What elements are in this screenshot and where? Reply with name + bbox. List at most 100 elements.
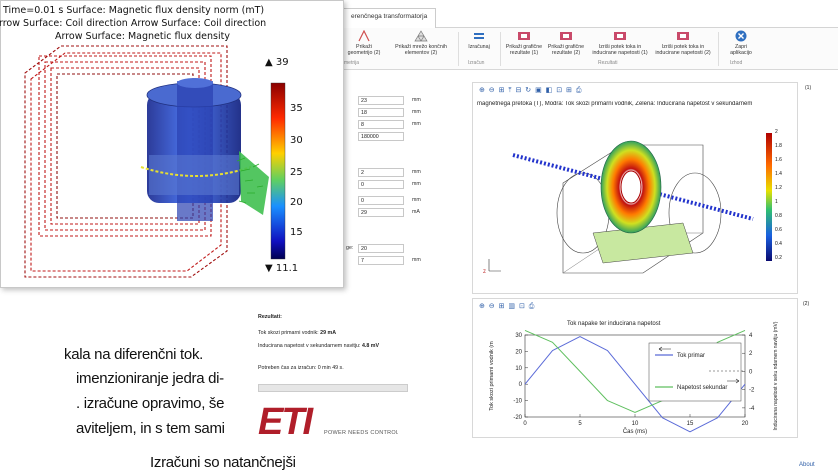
y-tick-label: 0 [519, 382, 523, 388]
plot-current-voltage-1-button[interactable]: Izriši potek toka in inducirane napetost… [592, 30, 648, 56]
param-field[interactable]: 20 [358, 244, 404, 253]
svg-text:ETI: ETI [258, 401, 315, 440]
param-field[interactable]: 0 [358, 196, 404, 205]
legend-label: Napetost sekundar [677, 385, 727, 391]
article-text-line: imenzioniranje jedra di- [76, 370, 224, 387]
result-voltage: Inducirana napetost v sekundarnem navitj… [258, 343, 379, 349]
plot-current-voltage-2-button[interactable]: Izriši potek toka in inducirane napetost… [654, 30, 712, 56]
legend-arrow [658, 346, 671, 352]
ribbon-separator [458, 32, 459, 66]
overlay-cb-tick: 25 [290, 167, 303, 178]
show-results-2-label: Prikaži grafične rezultate (2) [547, 44, 585, 56]
tab-app[interactable]: erenčnega transformatorja [342, 8, 437, 29]
plot-icon [560, 32, 572, 40]
param-field[interactable]: 2 [358, 168, 404, 177]
result-voltage-value: 4.8 mV [361, 343, 380, 349]
y-tick-label: 10 [515, 366, 522, 372]
graphics-window-1[interactable]: ⊕ ⊖ ⊞ ⤒ ⊟ ↻ ▣ ◧ ⊡ ⊞ ⎙ magnetnega pretoka… [472, 82, 811, 294]
y-tick-label: -20 [513, 415, 522, 421]
graphics-toolbar[interactable]: ⊕ ⊖ ⊞ ▥ ⊡ ⎙ [479, 303, 536, 310]
overlay-title-line2: rrow Surface: Coil direction Arrow Surfa… [0, 18, 267, 29]
result-voltage-label: Inducirana napetost v sekundarnem navitj… [258, 343, 361, 349]
compute-label: Izračunaj [468, 44, 490, 50]
param-unit: mm [412, 197, 421, 203]
show-geometry-label: Prikaži geometrijo (2) [347, 44, 381, 56]
plot1-title: magnetnega pretoka (T), Modra: Tok skozi… [477, 101, 753, 107]
param-field[interactable]: 0 [358, 180, 404, 189]
param-field[interactable]: 18 [358, 108, 404, 117]
param-unit: mm [412, 121, 421, 127]
result-current-value: 29 mA [320, 330, 337, 336]
compute-button[interactable]: Izračunaj [464, 30, 494, 50]
progress-bar [258, 384, 408, 392]
param-field[interactable]: 29 [358, 208, 404, 217]
param-field[interactable]: 23 [358, 96, 404, 105]
plot1-cb-tick: 0.4 [775, 241, 782, 247]
article-text-line: Izračuni so natančnejši [150, 454, 296, 471]
overlay-cb-tick: 20 [290, 197, 303, 208]
result-current-label: Tok skozi primarni vodnik: [258, 330, 319, 336]
y-right-tick-label: -4 [749, 406, 755, 412]
simulation-overlay-image: Time=0.01 s Surface: Magnetic flux densi… [0, 0, 344, 288]
param-unit: mm [412, 109, 421, 115]
param-unit: mm [412, 169, 421, 175]
plot-icon [677, 32, 689, 40]
svg-text:z: z [483, 269, 486, 275]
plot-current-voltage-1-label: Izriši potek toka in inducirane napetost… [592, 44, 648, 56]
overlay-3d-model [24, 45, 286, 278]
y-right-axis-label: Inducirana napetost v seku ndarnem navit… [773, 321, 779, 430]
y-tick-label: -10 [513, 399, 522, 405]
show-mesh-label: Prikaži mrežo končnih elementov (2) [395, 44, 447, 56]
plot1-cb-tick: 1 [775, 199, 778, 205]
group-compute-label: Izračun [468, 60, 485, 66]
plot1-cb-tick: 0.8 [775, 213, 782, 219]
svg-text:POWER NEEDS CONTROL: POWER NEEDS CONTROL [324, 430, 398, 436]
plot1-cb-tick: 1.2 [775, 185, 782, 191]
result-current: Tok skozi primarni vodnik: 29 mA [258, 330, 336, 336]
param-label: ge: [346, 245, 354, 251]
group-geometry-label: metrija [344, 60, 360, 66]
plot1-colorbar [766, 133, 772, 261]
close-app-button[interactable]: Zapri aplikacijo [724, 30, 758, 56]
about-link[interactable]: About [799, 462, 815, 468]
x-tick-label: 0 [523, 421, 527, 427]
show-geometry-button[interactable]: Prikaži geometrijo (2) [344, 30, 384, 56]
show-results-1-button[interactable]: Prikaži grafične rezultate (1) [504, 30, 544, 56]
plot1-index: (1) [805, 85, 812, 91]
mesh-icon [414, 30, 428, 42]
plot-icon [614, 32, 626, 40]
y-right-tick-label: 0 [749, 369, 753, 375]
show-results-1-label: Prikaži grafične rezultate (1) [505, 44, 543, 56]
plot-icon [518, 32, 530, 40]
article-text-line: kala na diferenčni tok. [64, 346, 204, 363]
overlay-title-line1: Time=0.01 s Surface: Magnetic flux densi… [3, 5, 265, 16]
show-mesh-button[interactable]: Prikaži mrežo končnih elementov (2) [390, 30, 452, 56]
y-axis-label: Tok skozi primarni vodnik (m [489, 341, 495, 411]
x-tick-label: 20 [742, 421, 749, 427]
y-right-tick-label: -2 [749, 388, 755, 394]
close-icon [735, 30, 747, 42]
show-results-2-button[interactable]: Prikaži grafične rezultate (2) [546, 30, 586, 56]
graphics-toolbar[interactable]: ⊕ ⊖ ⊞ ⤒ ⊟ ↻ ▣ ◧ ⊡ ⊞ ⎙ [479, 87, 583, 94]
param-unit: mA [412, 209, 420, 215]
x-axis-label: Čas (ms) [623, 428, 647, 435]
y-right-tick-label: 2 [749, 351, 753, 357]
param-field[interactable]: 8 [358, 120, 404, 129]
close-app-label: Zapri aplikacijo [730, 44, 752, 56]
tab-bar: erenčnega transformatorja [340, 6, 838, 29]
plot1-cb-tick: 0.6 [775, 227, 782, 233]
overlay-cb-min: ▼ 11.1 [265, 263, 299, 274]
compute-icon [474, 33, 484, 39]
plot1-graphic: z [483, 133, 772, 275]
series-line-current [524, 336, 746, 433]
legend-box [648, 342, 742, 402]
plot2-title: Tok napake ter inducirana napetost [567, 321, 661, 327]
y-tick-label: 20 [515, 349, 522, 355]
overlay-colorbar [270, 82, 286, 260]
y-tick-label: 30 [515, 333, 522, 339]
param-field[interactable]: 180000 [358, 132, 404, 141]
graphics-window-2[interactable]: ⊕ ⊖ ⊞ ▥ ⊡ ⎙ Tok napake ter inducirana na… [472, 298, 809, 438]
x-tick-label: 10 [632, 421, 639, 427]
x-tick-label: 5 [578, 421, 582, 427]
param-field[interactable]: 7 [358, 256, 404, 265]
